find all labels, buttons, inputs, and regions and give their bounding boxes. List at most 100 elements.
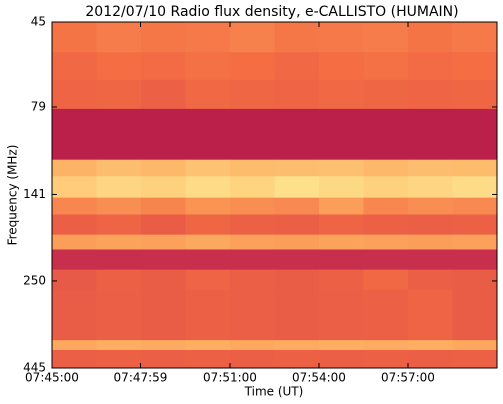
y-tick-label: 141 <box>23 187 46 201</box>
heatmap-cell <box>96 79 142 110</box>
heatmap-cell <box>363 340 409 351</box>
heatmap-cell <box>452 214 498 236</box>
heatmap-cell <box>408 249 453 271</box>
heatmap-cell <box>274 176 320 199</box>
heatmap-cell <box>363 350 409 369</box>
heatmap-cell <box>141 214 186 236</box>
heatmap-cell <box>141 197 186 215</box>
heatmap-cell <box>96 289 142 341</box>
x-tick-label: 07:57:00 <box>381 371 435 385</box>
heatmap-cell <box>52 269 97 291</box>
heatmap-cell <box>230 340 275 351</box>
y-axis-label: Frequency (MHz) <box>6 145 20 246</box>
heatmap-cell <box>141 108 186 161</box>
heatmap-cell <box>319 159 364 177</box>
heatmap-cell <box>185 350 231 369</box>
heatmap-cell <box>230 249 275 271</box>
heatmap-cell <box>52 234 97 250</box>
heatmap-cell <box>96 350 142 369</box>
heatmap-cell <box>52 249 97 271</box>
heatmap-cell <box>452 197 498 215</box>
heatmap-cell <box>141 234 186 250</box>
heatmap-cell <box>408 350 453 369</box>
heatmap-cell <box>452 350 498 369</box>
heatmap-cell <box>96 197 142 215</box>
y-tick-label: 45 <box>31 15 46 29</box>
x-tick-label: 07:54:00 <box>292 371 346 385</box>
y-tick-label: 445 <box>23 361 46 375</box>
heatmap-cell <box>230 108 275 161</box>
heatmap-cell <box>141 176 186 199</box>
heatmap-cell <box>52 214 97 236</box>
heatmap-cell <box>185 234 231 250</box>
heatmap-cell <box>408 340 453 351</box>
heatmap-cell <box>52 52 97 81</box>
heatmap-cell <box>452 108 498 161</box>
heatmap-cell <box>274 350 320 369</box>
heatmap-cell <box>230 214 275 236</box>
heatmap-cell <box>408 289 453 341</box>
heatmap-cell <box>96 22 142 53</box>
heatmap-cell <box>185 197 231 215</box>
heatmap-cell <box>52 108 97 161</box>
heatmap-cell <box>363 214 409 236</box>
y-tick-label: 250 <box>23 273 46 287</box>
heatmap-cell <box>185 52 231 81</box>
heatmap-cell <box>274 214 320 236</box>
heatmap-cell <box>274 197 320 215</box>
heatmap-cell <box>319 289 364 341</box>
heatmap-cell <box>452 159 498 177</box>
heatmap-cell <box>274 269 320 291</box>
heatmap-cell <box>52 22 97 53</box>
heatmap-cell <box>230 269 275 291</box>
heatmap-cell <box>141 269 186 291</box>
heatmap-cell <box>274 289 320 341</box>
heatmap-cell <box>230 79 275 110</box>
heatmap-cell <box>274 52 320 81</box>
heatmap-cell <box>141 340 186 351</box>
heatmap-cell <box>230 350 275 369</box>
heatmap-cell <box>230 22 275 53</box>
heatmap-cell <box>274 108 320 161</box>
heatmap-cell <box>363 176 409 199</box>
heatmap-cell <box>363 22 409 53</box>
heatmap-cell <box>185 340 231 351</box>
heatmap-cell <box>363 159 409 177</box>
heatmap-cell <box>452 176 498 199</box>
heatmap-cell <box>185 269 231 291</box>
x-tick-label: 07:47:59 <box>114 371 168 385</box>
heatmap-cell <box>185 214 231 236</box>
heatmap-cell <box>363 269 409 291</box>
heatmap <box>52 22 498 369</box>
heatmap-cell <box>274 249 320 271</box>
heatmap-cell <box>408 176 453 199</box>
heatmap-cell <box>230 159 275 177</box>
heatmap-cell <box>274 340 320 351</box>
heatmap-cell <box>408 234 453 250</box>
heatmap-cell <box>96 269 142 291</box>
heatmap-cell <box>96 249 142 271</box>
heatmap-cell <box>185 159 231 177</box>
heatmap-cell <box>363 79 409 110</box>
x-axis-label: Time (UT) <box>244 385 304 399</box>
heatmap-cell <box>319 108 364 161</box>
heatmap-cell <box>274 22 320 53</box>
heatmap-cell <box>52 350 97 369</box>
heatmap-cell <box>363 108 409 161</box>
heatmap-cell <box>52 289 97 341</box>
heatmap-cell <box>408 22 453 53</box>
heatmap-cell <box>230 52 275 81</box>
heatmap-cell <box>141 249 186 271</box>
heatmap-cell <box>319 52 364 81</box>
heatmap-cell <box>230 197 275 215</box>
heatmap-cell <box>96 52 142 81</box>
heatmap-cell <box>452 269 498 291</box>
heatmap-cell <box>363 52 409 81</box>
plot-frame <box>51 21 498 369</box>
heatmap-cell <box>230 234 275 250</box>
heatmap-cell <box>141 350 186 369</box>
heatmap-cell <box>319 79 364 110</box>
heatmap-cell <box>319 249 364 271</box>
